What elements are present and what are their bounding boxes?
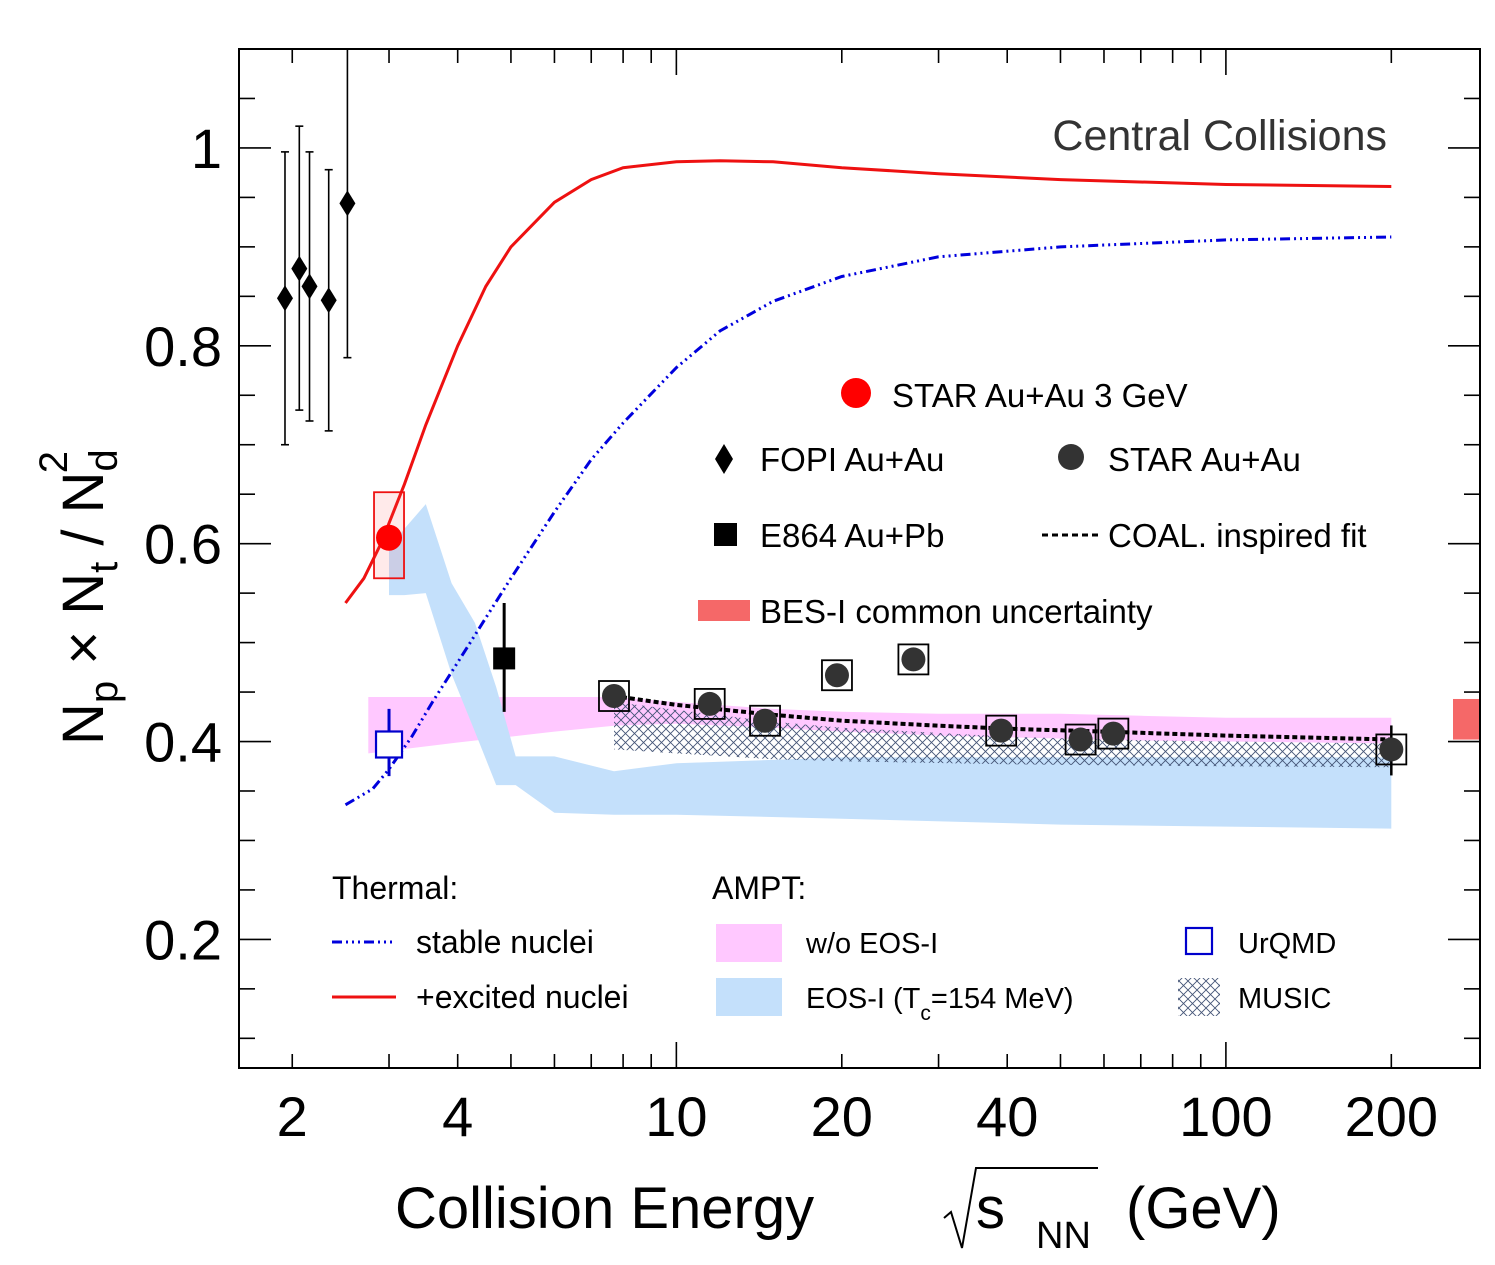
legend-woeos-swatch (716, 924, 782, 962)
x-tick-label-10: 10 (645, 1085, 707, 1148)
urqmd-point-0 (374, 730, 404, 759)
legend-music-label: MUSIC (1238, 983, 1331, 1015)
x-axis-title-main: Collision Energy (395, 1176, 814, 1241)
fopi-au-au-point-1 (291, 255, 308, 282)
y-tick-label-0-2: 0.2 (144, 908, 222, 971)
legend-fopi-label: FOPI Au+Au (760, 441, 944, 478)
fopi-au-au-point-0 (276, 285, 293, 312)
star-au-au-point-6 (1068, 727, 1093, 752)
legend-woeos-label: w/o EOS-I (805, 928, 938, 960)
curve-coal-inspired-fit (613, 694, 1392, 742)
star-au-au-sys-box-5 (985, 714, 1018, 747)
legend-bes-label: BES-I common uncertainty (760, 593, 1153, 630)
legend-coal-label: COAL. inspired fit (1108, 517, 1367, 554)
legend-bottom: Thermal: stable nuclei +excited nuclei A… (332, 870, 1336, 1025)
legend-star3-marker (841, 378, 871, 408)
star-au-au-point-1 (697, 691, 722, 716)
legend-eos-swatch (716, 978, 782, 1016)
band-eos-i-tc-154-mev (389, 504, 1392, 829)
model-curves (344, 159, 1392, 807)
y-axis-title: Np × Nt / Nd2 (32, 449, 126, 745)
legend-eos-label: EOS-I (Tc=154 MeV) (806, 983, 1074, 1025)
x-tick-label-40: 40 (976, 1085, 1038, 1148)
star-au-au-point-4 (901, 647, 926, 672)
star-au-au-sys-box-4 (897, 643, 930, 676)
star-au-au-sys-box-7 (1097, 717, 1130, 750)
star-au-au-point-8 (1379, 737, 1404, 762)
star-au-au-point-5 (989, 718, 1014, 743)
star-au-au-point-3 (824, 663, 849, 688)
data-markers (276, 190, 1404, 762)
x-axis-title: Collision Energy s NN (GeV) (395, 1167, 1281, 1257)
star-au-au-sys-box-6 (1064, 723, 1097, 756)
tick-labels: 2 4 10 20 40 100 200 0.2 0.4 0.6 0.8 1 (144, 117, 1438, 1148)
fopi-au-au-point-4 (339, 190, 356, 217)
legend-music-swatch (1178, 978, 1220, 1016)
fopi-au-au-point-3 (320, 287, 337, 314)
curve-excited-nuclei (344, 159, 1392, 604)
legend-ampt-title: AMPT: (712, 870, 806, 906)
x-axis-title-s: s (976, 1176, 1005, 1241)
star-au-au-sys-box-1 (693, 688, 726, 720)
bes-common-uncertainty-box (1453, 698, 1480, 740)
e864-au-pb-point-0 (493, 647, 516, 670)
star-au-au-point-0 (601, 684, 626, 709)
star-au-au-point-2 (753, 708, 778, 733)
fopi-au-au-point-2 (301, 273, 318, 300)
star-au-au-point-7 (1101, 721, 1126, 746)
legend-star-label: STAR Au+Au (1108, 441, 1301, 478)
legend-e864-label: E864 Au+Pb (760, 517, 944, 554)
x-tick-label-4: 4 (442, 1085, 473, 1148)
star-au-au-3-gev-point-0 (376, 524, 403, 551)
legend-fopi-marker (715, 444, 733, 474)
legend-star3-label: STAR Au+Au 3 GeV (892, 377, 1188, 414)
legend-urqmd-marker (1184, 926, 1214, 956)
y-tick-label-0-8: 0.8 (144, 315, 222, 378)
star-au-au-sys-box-0 (598, 680, 630, 712)
axis-ticks (239, 48, 1480, 1068)
legend-stable-label: stable nuclei (416, 924, 594, 960)
legend-star-marker (1058, 444, 1084, 470)
legend-thermal-title: Thermal: (332, 870, 458, 906)
curve-stable-nuclei (344, 235, 1392, 807)
band-music (614, 702, 1392, 768)
legend-bes-swatch (698, 600, 750, 621)
x-tick-label-100: 100 (1179, 1085, 1272, 1148)
y-tick-label-0-6: 0.6 (144, 513, 222, 576)
annotation-central-collisions: Central Collisions (1052, 112, 1387, 160)
legend-e864-marker (714, 523, 737, 546)
x-tick-label-200: 200 (1345, 1085, 1438, 1148)
x-axis-title-sub: NN (1036, 1215, 1091, 1257)
y-tick-label-1: 1 (191, 117, 222, 180)
plot-frame (238, 48, 1481, 1069)
legend-top: STAR Au+Au 3 GeV FOPI Au+Au STAR Au+Au E… (698, 377, 1367, 630)
y-tick-label-0-4: 0.4 (144, 711, 222, 774)
x-tick-label-20: 20 (811, 1085, 873, 1148)
star-au-au-sys-box-3 (821, 659, 853, 692)
x-axis-title-unit: (GeV) (1126, 1176, 1281, 1241)
legend-excited-label: +excited nuclei (416, 979, 629, 1015)
legend-urqmd-label: UrQMD (1238, 928, 1336, 960)
star-au-au-sys-box-2 (749, 704, 781, 737)
sqrt-symbol (943, 1167, 1098, 1249)
x-tick-label-2: 2 (277, 1085, 308, 1148)
